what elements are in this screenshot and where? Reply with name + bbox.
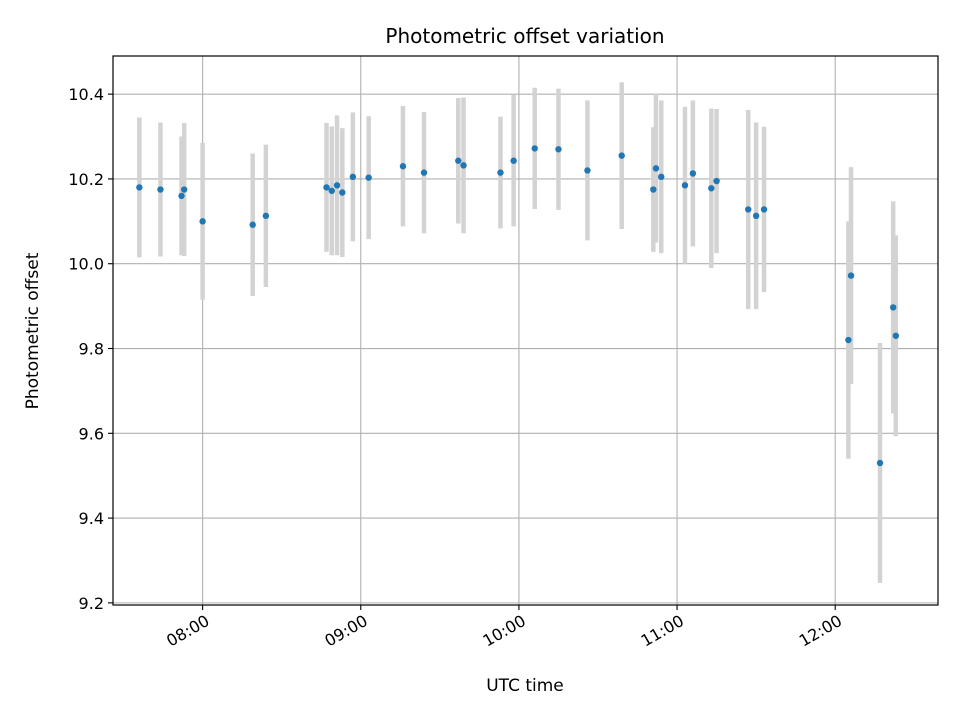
data-point — [708, 185, 715, 192]
data-point — [178, 192, 185, 200]
x-axis-label: UTC time — [486, 676, 564, 696]
data-point — [681, 182, 689, 189]
data-point — [365, 174, 372, 181]
data-point — [652, 165, 660, 172]
y-tick-label: 9.8 — [79, 340, 104, 359]
y-axis-label: Photometric offset — [23, 252, 43, 409]
data-point — [892, 332, 900, 339]
data-point — [420, 169, 428, 176]
data-point — [199, 218, 206, 225]
y-tick-label: 9.6 — [79, 424, 104, 443]
data-point — [531, 145, 538, 152]
y-tick-label: 9.4 — [79, 509, 104, 528]
data-point — [713, 177, 720, 185]
data-point — [136, 184, 143, 191]
data-point — [349, 173, 357, 181]
data-point — [555, 146, 562, 153]
data-point — [650, 186, 657, 193]
y-tick-label: 9.2 — [79, 594, 104, 613]
data-point — [323, 184, 330, 191]
data-point — [658, 173, 665, 181]
chart-title: Photometric offset variation — [385, 24, 664, 48]
y-tick-label: 10.2 — [68, 170, 104, 189]
data-point — [399, 163, 407, 170]
y-tick-label: 10.4 — [68, 85, 104, 104]
data-point — [328, 187, 335, 195]
data-point — [845, 336, 852, 344]
data-point — [584, 167, 591, 174]
data-point — [760, 206, 768, 213]
data-point — [262, 212, 270, 220]
data-point — [618, 152, 625, 159]
data-point — [455, 157, 462, 164]
data-point — [460, 162, 467, 169]
data-point — [510, 157, 517, 164]
data-points — [136, 145, 900, 467]
data-point — [497, 169, 504, 176]
data-point — [180, 186, 188, 193]
data-point — [752, 212, 760, 220]
y-axis-ticks: 9.2 9.4 9.6 9.8 10.0 10.2 10.4 — [68, 85, 113, 613]
data-point — [249, 221, 256, 228]
data-point — [889, 304, 897, 311]
data-point — [157, 186, 164, 193]
data-point — [339, 189, 346, 196]
plot-frame — [112, 55, 939, 606]
data-point — [876, 459, 884, 467]
data-point — [847, 272, 855, 279]
y-tick-label: 10.0 — [68, 255, 104, 274]
data-point — [689, 170, 697, 177]
data-point — [333, 182, 341, 189]
data-point — [745, 206, 752, 213]
